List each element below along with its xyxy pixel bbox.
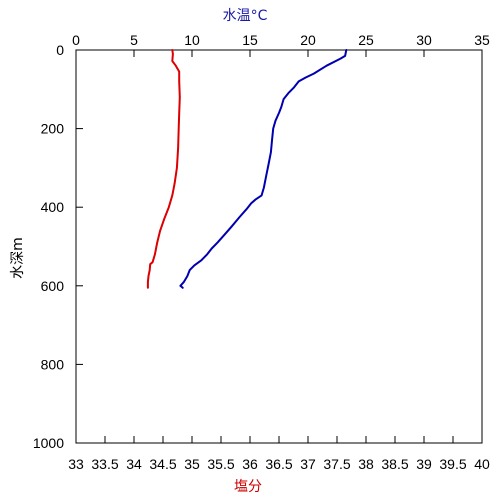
plot-frame — [75, 49, 483, 444]
top-tick-label: 5 — [130, 32, 138, 48]
left-tick-label: 400 — [41, 199, 65, 215]
temperature-profile-line — [179, 49, 348, 289]
left-tick-label: 0 — [56, 42, 64, 58]
top-axis-ticks: 0 5 10 15 20 25 30 35 — [72, 32, 490, 57]
bottom-tick-label: 35.5 — [207, 456, 234, 472]
top-tick-label: 15 — [242, 32, 258, 48]
bottom-tick-label: 38 — [358, 456, 374, 472]
top-tick-label: 30 — [416, 32, 432, 48]
left-tick-label: 200 — [41, 121, 65, 137]
top-tick-label: 20 — [300, 32, 316, 48]
bottom-axis-ticks: 33 33.5 34 34.5 35 35.5 36 36.5 37 37.5 38 38.5 39 39… — [68, 436, 490, 472]
left-tick-label: 1000 — [33, 435, 64, 451]
bottom-tick-label: 38.5 — [381, 456, 408, 472]
top-tick-label: 25 — [358, 32, 374, 48]
top-tick-label: 10 — [184, 32, 200, 48]
bottom-tick-label: 34 — [126, 456, 142, 472]
top-tick-label: 35 — [474, 32, 490, 48]
bottom-axis-title: 塩分 — [234, 479, 262, 495]
bottom-tick-label: 39 — [416, 456, 432, 472]
top-tick-label: 0 — [72, 32, 80, 48]
salinity-profile-line — [146, 49, 181, 289]
bottom-tick-label: 36.5 — [265, 456, 292, 472]
bottom-tick-label: 40 — [474, 456, 490, 472]
bottom-tick-label: 37.5 — [323, 456, 350, 472]
left-tick-label: 800 — [41, 356, 65, 372]
left-tick-label: 600 — [41, 278, 65, 294]
top-axis-title: 水温°C — [223, 8, 268, 24]
bottom-tick-label: 35 — [184, 456, 200, 472]
bottom-tick-label: 33.5 — [91, 456, 118, 472]
bottom-tick-label: 33 — [68, 456, 84, 472]
series-layer — [146, 49, 348, 289]
bottom-tick-label: 36 — [242, 456, 258, 472]
bottom-tick-label: 37 — [300, 456, 316, 472]
bottom-tick-label: 39.5 — [439, 456, 466, 472]
left-axis-ticks: 0 200 400 600 800 1000 — [33, 42, 83, 451]
bottom-tick-label: 34.5 — [149, 456, 176, 472]
left-axis-title: 水深m — [10, 237, 26, 279]
